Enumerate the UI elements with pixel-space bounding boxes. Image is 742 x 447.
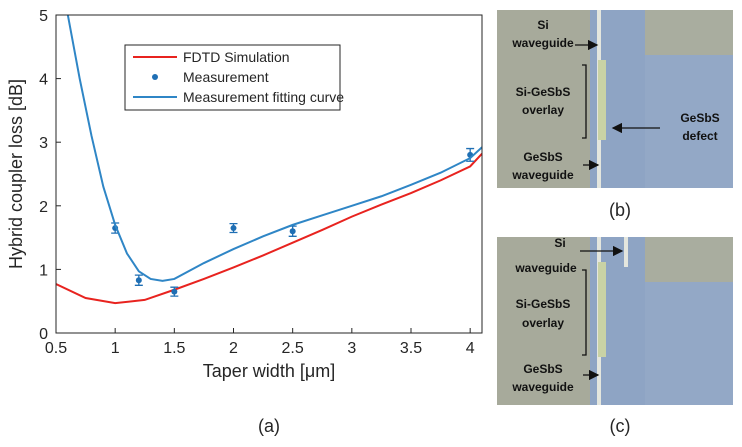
panel-label: overlay xyxy=(522,316,564,330)
y-axis-label: Hybrid coupler loss [dB] xyxy=(6,79,26,269)
panel-label: Si-GeSbS xyxy=(516,297,571,311)
panel-label: waveguide xyxy=(514,261,577,275)
x-tick-label: 1.5 xyxy=(163,340,185,357)
line xyxy=(56,152,482,305)
point xyxy=(230,225,237,232)
panel-label: GeSbS xyxy=(523,150,562,164)
panel-c-image xyxy=(497,237,733,405)
legend-box xyxy=(124,44,341,111)
panel-label: overlay xyxy=(522,103,564,117)
line xyxy=(66,15,482,282)
y-tick-label: 5 xyxy=(39,8,48,25)
y-tick-label: 0 xyxy=(39,326,48,343)
caption: (b) xyxy=(609,200,631,220)
y-tick-label: 2 xyxy=(39,199,48,216)
panel-label: Si-GeSbS xyxy=(516,85,571,99)
panel-label: waveguide xyxy=(511,380,574,394)
panel-label: GeSbS xyxy=(680,111,719,125)
panel-label: waveguide xyxy=(511,168,574,182)
x-tick-label: 0.5 xyxy=(45,340,67,357)
panel-label: defect xyxy=(682,129,717,143)
y-tick-label: 3 xyxy=(39,135,48,152)
panel-label: Si xyxy=(537,18,548,32)
point xyxy=(171,288,178,295)
caption: (c) xyxy=(610,416,631,436)
panel-label: GeSbS xyxy=(523,362,562,376)
x-axis-label: Taper width [μm] xyxy=(203,361,335,381)
x-tick-label: 3.5 xyxy=(400,340,422,357)
legend-label: FDTD Simulation xyxy=(183,49,290,65)
y-tick-label: 4 xyxy=(39,72,48,89)
plot: 0.5 1 1.5 2 2.5 3 3.5 4 0 1 2 3 4 5 Taper width [μm] Hy… xyxy=(6,8,483,436)
x-tick-label: 3 xyxy=(347,340,356,357)
point xyxy=(289,228,296,235)
x-tick-label: 4 xyxy=(466,340,475,357)
x-tick-label: 1 xyxy=(111,340,120,357)
panel-label: waveguide xyxy=(511,36,574,50)
point xyxy=(135,277,142,284)
y-tick-label: 1 xyxy=(39,262,48,279)
axes-box xyxy=(55,14,483,334)
panel-b-image xyxy=(497,10,733,188)
legend-label: Measurement fitting curve xyxy=(183,89,344,105)
x-tick-label: 2.5 xyxy=(282,340,304,357)
panel-label: Si xyxy=(554,236,565,250)
legend-label: Measurement xyxy=(183,69,269,85)
x-tick-label: 2 xyxy=(229,340,238,357)
legend-marker xyxy=(152,74,158,80)
caption: (a) xyxy=(258,416,280,436)
